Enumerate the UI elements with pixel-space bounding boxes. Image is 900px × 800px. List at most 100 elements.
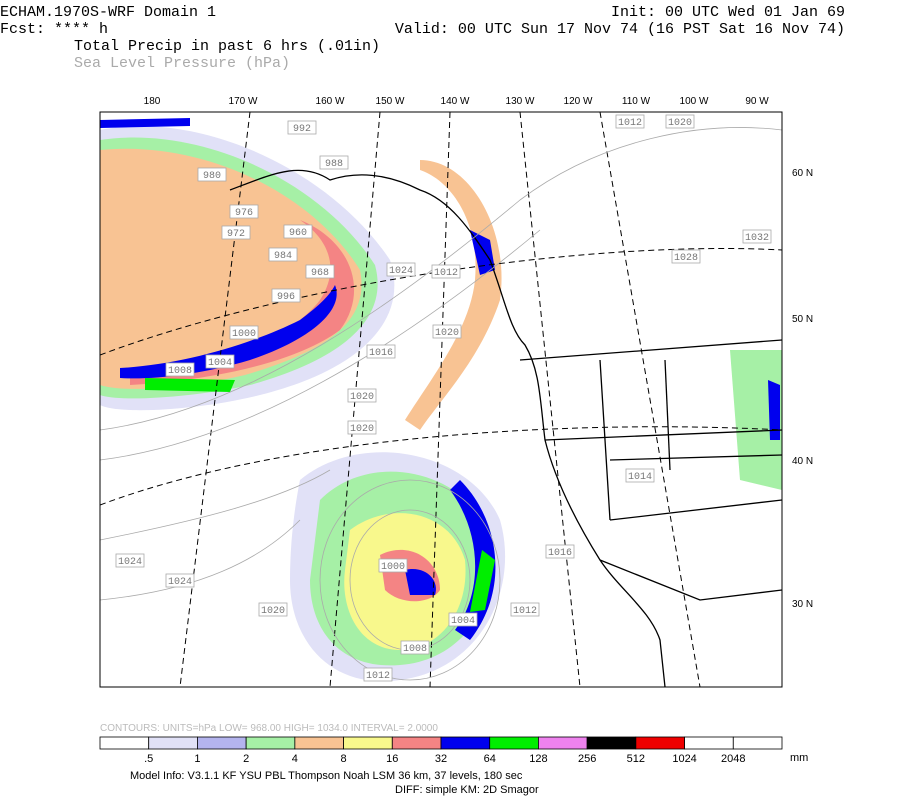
colorbar-swatch: [635, 736, 685, 750]
colorbar-label: 512: [627, 753, 645, 765]
contour-label-box: [448, 612, 478, 627]
contour-label: 1032: [745, 233, 769, 244]
colorbar-label: 1024: [672, 753, 696, 765]
colorbar-swatch: [294, 736, 344, 750]
contour-label: 1004: [208, 358, 232, 369]
colorbar-label: 8: [341, 753, 347, 765]
contour-label: 1014: [628, 472, 652, 483]
contour-label: 968: [311, 268, 329, 279]
colorbar-label: .5: [144, 753, 153, 765]
colorbar-label: 16: [386, 753, 398, 765]
lon-label: 120 W: [564, 96, 593, 107]
colorbar-swatch: [538, 736, 588, 750]
contour-info: CONTOURS: UNITS=hPa LOW= 968.00 HIGH= 10…: [100, 723, 438, 734]
contour-label: 1012: [434, 268, 458, 279]
contour-label: 988: [325, 159, 343, 170]
lon-label: 170 W: [229, 96, 258, 107]
contour-label: 1024: [118, 557, 142, 568]
lat-label: 40 N: [792, 456, 813, 467]
contour-label-box: [510, 602, 540, 617]
contour-label-box: [625, 468, 655, 483]
colorbar-swatch: [197, 736, 247, 750]
colorbar-unit: mm: [790, 752, 808, 764]
lon-label: 180: [144, 96, 161, 107]
colorbar-label: 32: [435, 753, 447, 765]
contour-label-box: [115, 553, 145, 568]
contour-label: 1004: [451, 616, 475, 627]
contour-label-box: [271, 288, 301, 303]
contour-label: 1012: [513, 606, 537, 617]
forecast-hour: Fcst: **** h: [0, 21, 108, 38]
footer-diff: DIFF: simple KM: 2D Smagor: [395, 784, 539, 796]
contour-label-box: [221, 225, 251, 240]
contour-label: 1024: [389, 266, 413, 277]
contour-label-box: [165, 362, 195, 377]
lat-label: 50 N: [792, 314, 813, 325]
contour-label: 1024: [168, 577, 192, 588]
init-time: Init: 00 UTC Wed 01 Jan 69: [611, 4, 845, 21]
colorbar-swatch: [732, 736, 783, 750]
contour-label: 1012: [618, 118, 642, 129]
contour-label: 1020: [668, 118, 692, 129]
field-precip: Total Precip in past 6 hrs (.01in): [74, 38, 380, 55]
colorbar-swatch: [148, 736, 198, 750]
lon-label: 140 W: [441, 96, 470, 107]
contour-label-box: [258, 602, 288, 617]
contour-label-box: [615, 114, 645, 129]
lon-label: 110 W: [622, 96, 651, 107]
contour-label-box: [205, 354, 235, 369]
colorbar-swatch: [586, 736, 637, 750]
colorbar-swatch: [245, 736, 296, 750]
contour-label-box: [347, 420, 377, 435]
lat-label: 60 N: [792, 168, 813, 179]
contour-label-box: [319, 155, 349, 170]
colorbar-label: 2048: [721, 753, 745, 765]
valid-time: Valid: 00 UTC Sun 17 Nov 74 (16 PST Sat …: [395, 21, 845, 38]
contour-label: 1008: [168, 366, 192, 377]
lon-label: 130 W: [506, 96, 535, 107]
lat-label: 30 N: [792, 599, 813, 610]
lon-label: 160 W: [316, 96, 345, 107]
lon-label: 100 W: [680, 96, 709, 107]
contour-label: 976: [235, 208, 253, 219]
contour-label-box: [432, 324, 462, 339]
contour-label-box: [545, 544, 575, 559]
contour-label: 1016: [548, 548, 572, 559]
model-title: ECHAM.1970S-WRF Domain 1: [0, 4, 216, 21]
colorbar-label: 2: [243, 753, 249, 765]
contour-label-box: [347, 388, 377, 403]
map-area: [99, 111, 783, 688]
contour-label-box: [197, 167, 227, 182]
colorbar-swatch: [440, 736, 491, 750]
contour-label-box: [665, 114, 695, 129]
contour-label: 1012: [366, 671, 390, 682]
contour-label: 1028: [674, 253, 698, 264]
contour-label: 1008: [403, 644, 427, 655]
colorbar-swatch: [343, 736, 393, 750]
field-slp: Sea Level Pressure (hPa): [74, 55, 290, 72]
contour-label-box: [386, 262, 416, 277]
contour-label-box: [671, 249, 701, 264]
colorbar-swatch: [391, 736, 442, 750]
contour-label: 1000: [232, 329, 256, 340]
contour-label-box: [229, 204, 259, 219]
contour-label: 996: [277, 292, 295, 303]
lon-label: 90 W: [745, 96, 769, 107]
contour-label-box: [431, 264, 461, 279]
contour-label: 1020: [350, 392, 374, 403]
contour-label: 1016: [369, 348, 393, 359]
contour-label: 1000: [381, 562, 405, 573]
colorbar-swatch: [489, 736, 539, 750]
contour-label: 1020: [350, 424, 374, 435]
lon-label: 150 W: [376, 96, 405, 107]
contour-label: 960: [289, 228, 307, 239]
colorbar-label: 128: [529, 753, 547, 765]
contour-label-box: [742, 229, 772, 244]
colorbar-label: 256: [578, 753, 596, 765]
colorbar-label: 1: [194, 753, 200, 765]
contour-label-box: [165, 573, 195, 588]
contour-label-box: [363, 667, 393, 682]
colorbar-swatch: [99, 736, 150, 750]
